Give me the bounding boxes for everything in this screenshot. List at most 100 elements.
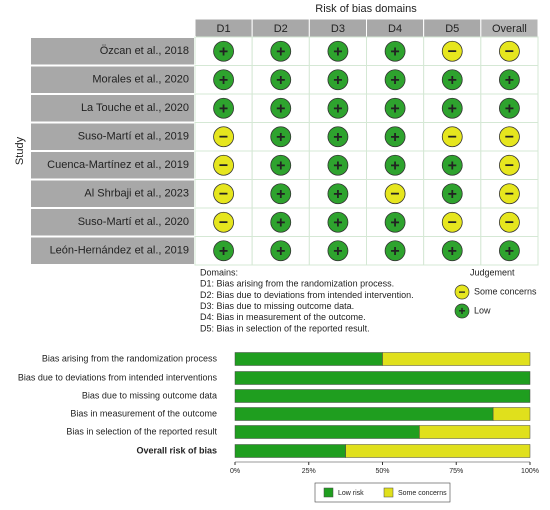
category-label: Bias due to deviations from intended int… [18, 372, 218, 382]
judgement-circle [441, 69, 463, 91]
judgement-symbol: − [448, 129, 457, 146]
judgement-circle [270, 240, 292, 262]
judgement-circle [384, 126, 406, 148]
domain-note: D1: Bias arising from the randomization … [200, 279, 394, 289]
domain-note: D2: Bias due to deviations from intended… [200, 290, 414, 300]
judgement-circle [499, 126, 520, 148]
x-tick-label: 50% [375, 468, 389, 475]
judgement-symbol: + [333, 129, 342, 146]
category-label: Bias arising from the randomization proc… [42, 353, 218, 363]
category-label: Bias in selection of the reported result [66, 426, 217, 436]
judgement-circle [384, 183, 406, 205]
judgement-symbol: + [276, 72, 285, 89]
judgement-circle [384, 97, 406, 119]
judgement-symbol: + [390, 100, 399, 117]
judgement-circle [327, 126, 349, 148]
judgement-circle [270, 183, 292, 205]
judgement-symbol: + [448, 157, 457, 174]
judgement-symbol: + [505, 72, 514, 89]
judgement-symbol: + [505, 243, 514, 260]
x-tick-label: 75% [449, 468, 463, 475]
category-label: Bias due to missing outcome data [82, 390, 217, 400]
judgement-circle [213, 183, 234, 205]
judgement-symbol: + [448, 72, 457, 89]
legend-label: Some concerns [474, 286, 537, 296]
judgement-symbol: + [333, 72, 342, 89]
category-label: Overall risk of bias [136, 445, 217, 455]
bar-segment [234, 352, 383, 366]
judgement-circle [441, 183, 463, 205]
judgement-circle [384, 240, 406, 262]
judgement-symbol: + [219, 243, 228, 260]
judgement-symbol: + [333, 186, 342, 203]
judgement-circle [270, 69, 292, 91]
judgement-circle [441, 40, 463, 62]
judgement-circle [441, 211, 463, 233]
study-cell [29, 121, 196, 152]
judgement-circle [213, 97, 234, 119]
judgement-circle [441, 154, 463, 176]
judgement-circle [327, 97, 349, 119]
judgement-symbol: − [505, 157, 514, 174]
x-tick-label: 25% [302, 468, 316, 475]
domain-header: Overall [492, 23, 527, 35]
study-cell [29, 64, 196, 95]
judgement-circle [441, 126, 463, 148]
bar-segment [345, 444, 531, 458]
judgement-circle [327, 240, 349, 262]
judgement-circle [441, 240, 463, 262]
judgement-symbol: + [219, 100, 228, 117]
domain-note: Domains: [200, 267, 238, 277]
judgement-symbol: + [276, 243, 285, 260]
judgement-circle [499, 40, 520, 62]
legend-label: Some concerns [398, 490, 447, 497]
x-tick-label: 0% [230, 468, 240, 475]
y-label: Study [14, 136, 26, 165]
study-name: Özcan et al., 2018 [100, 45, 189, 57]
judgement-circle [327, 69, 349, 91]
judgement-circle [327, 40, 349, 62]
legend-swatch [323, 487, 334, 498]
study-cell [29, 178, 196, 209]
judgement-symbol: − [219, 214, 228, 231]
judgement-circle [499, 154, 520, 176]
judgement-circle [270, 211, 292, 233]
judgement-symbol: + [390, 243, 399, 260]
bar-segment [234, 444, 346, 458]
judgement-symbol: − [505, 186, 514, 203]
legend-symbol: + [458, 304, 465, 318]
study-name: Suso-Martí et al., 2020 [78, 216, 189, 228]
judgement-circle [213, 126, 234, 148]
bar-segment [382, 352, 531, 366]
judgement-symbol: + [333, 100, 342, 117]
judgement-symbol: − [219, 186, 228, 203]
judgement-symbol: + [448, 186, 457, 203]
bar-segment [234, 407, 494, 421]
judgement-circle [270, 126, 292, 148]
judgement-circle [213, 211, 234, 233]
judgement-circle [384, 211, 406, 233]
judgement-circle [384, 154, 406, 176]
table-title: Risk of bias domains [315, 3, 417, 15]
judgement-symbol: − [219, 157, 228, 174]
legend-circle [454, 303, 470, 319]
legend-label: Low risk [338, 490, 364, 497]
judgement-symbol: + [333, 157, 342, 174]
judgement-symbol: − [448, 43, 457, 60]
judgement-circle [213, 240, 234, 262]
judgement-symbol: + [333, 243, 342, 260]
study-cell [29, 93, 196, 124]
domain-header: D2 [274, 23, 288, 35]
legend-swatch [383, 487, 394, 498]
judgement-circle [499, 240, 520, 262]
judgement-symbol: + [390, 43, 399, 60]
legend-title: Judgement [470, 267, 515, 277]
domain-header: D5 [445, 23, 459, 35]
domain-header: D3 [331, 23, 345, 35]
domain-header: D4 [388, 23, 402, 35]
judgement-symbol: + [276, 214, 285, 231]
bar-segment [492, 407, 531, 421]
bar-segment [234, 425, 420, 439]
study-name: Cuenca-Martínez et al., 2019 [47, 159, 189, 171]
